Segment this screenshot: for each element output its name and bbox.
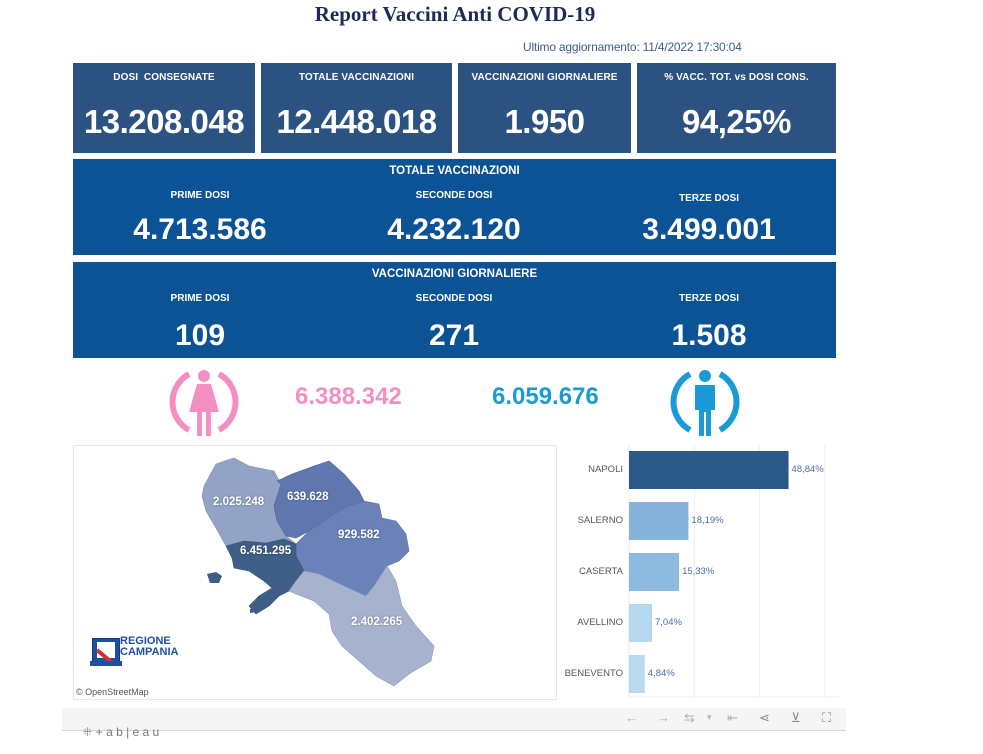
bar-value-label: 48,84% bbox=[791, 464, 824, 475]
col-prime-dosi: PRIME DOSI 109 bbox=[73, 262, 327, 353]
tableau-mark-icon: ⁜ bbox=[82, 725, 96, 739]
download-icon[interactable]: ⊻ bbox=[791, 710, 801, 725]
kpi-value: 12.448.018 bbox=[276, 103, 437, 140]
bar-caserta[interactable] bbox=[629, 553, 680, 591]
category-label: SALERNO bbox=[577, 515, 623, 526]
panel-totale-vaccinazioni: TOTALE VACCINAZIONI PRIME DOSI 4.713.586… bbox=[73, 159, 836, 255]
kpi-label: TOTALE VACCINAZIONI bbox=[298, 72, 415, 83]
bar-napoli[interactable] bbox=[629, 451, 789, 489]
map-value-salerno: 2.402.265 bbox=[351, 616, 403, 628]
category-label: AVELLINO bbox=[577, 617, 623, 628]
kpi-label: % VACC. TOT. vs DOSI CONS. bbox=[664, 72, 809, 83]
reset-icon[interactable]: ⇤ bbox=[727, 710, 738, 725]
province-bar-chart: NAPOLI 48,84% SALERNO 18,19% CASERTA 15,33% AV… bbox=[560, 445, 840, 698]
map-value-caserta: 2.025.248 bbox=[213, 496, 265, 508]
last-updated: Ultimo aggiornamento: 11/4/2022 17:30:04 bbox=[523, 40, 742, 54]
category-label: NAPOLI bbox=[588, 464, 623, 475]
col-seconde-dosi: SECONDE DOSI 271 bbox=[327, 262, 581, 353]
category-label: BENEVENTO bbox=[564, 668, 623, 679]
kpi-percent-vacc: % VACC. TOT. vs DOSI CONS. 94,25% bbox=[637, 63, 836, 153]
bar-salerno[interactable] bbox=[629, 502, 689, 540]
col-value: 3.499.001 bbox=[642, 213, 776, 246]
bar-value-label: 18,19% bbox=[691, 515, 724, 526]
col-terze-dosi: TERZE DOSI 3.499.001 bbox=[582, 159, 836, 247]
bar-value-label: 15,33% bbox=[682, 566, 715, 577]
panel-title: TOTALE VACCINAZIONI bbox=[389, 165, 520, 177]
undo-icon[interactable]: ← bbox=[625, 710, 638, 725]
female-count: 6.388.342 bbox=[295, 383, 402, 410]
osm-attribution[interactable]: © OpenStreetMap bbox=[76, 687, 149, 697]
col-prime-dosi: PRIME DOSI 4.713.586 bbox=[73, 159, 327, 247]
kpi-value: 13.208.048 bbox=[83, 103, 245, 140]
bar-value-label: 7,04% bbox=[654, 617, 682, 628]
col-value: 1.508 bbox=[671, 319, 747, 352]
page-title: Report Vaccini Anti COVID-19 bbox=[314, 2, 596, 26]
dropdown-icon[interactable]: ▾ bbox=[707, 712, 712, 722]
tableau-logo[interactable]: ⁜ + a b | e a u bbox=[69, 711, 159, 753]
kpi-value: 1.950 bbox=[504, 103, 585, 140]
male-icon bbox=[668, 366, 742, 438]
map-value-napoli: 6.451.295 bbox=[240, 545, 292, 557]
panel-title: VACCINAZIONI GIORNALIERE bbox=[371, 268, 538, 280]
tableau-brand: + a b | e a u bbox=[95, 725, 160, 739]
bar-benevento[interactable] bbox=[629, 655, 645, 693]
col-label: PRIME DOSI bbox=[170, 293, 230, 304]
bar-value-label: 4,84% bbox=[647, 668, 675, 679]
col-value: 271 bbox=[428, 319, 480, 352]
revert-icon[interactable]: ⇆ bbox=[684, 710, 695, 725]
col-label: TERZE DOSI bbox=[678, 293, 739, 304]
kpi-dosi-consegnate: DOSI CONSEGNATE 13.208.048 bbox=[73, 63, 255, 153]
col-label: SECONDE DOSI bbox=[415, 190, 493, 201]
bar-avellino[interactable] bbox=[629, 604, 652, 642]
male-count: 6.059.676 bbox=[492, 383, 599, 410]
kpi-value: 94,25% bbox=[682, 103, 791, 140]
category-label: CASERTA bbox=[579, 566, 623, 577]
col-label: PRIME DOSI bbox=[170, 190, 230, 201]
fullscreen-icon[interactable]: ⛶ bbox=[822, 710, 832, 725]
map-region-napoli bbox=[225, 538, 305, 615]
map-value-avellino: 929.582 bbox=[338, 529, 380, 541]
logo-line-1: REGIONE bbox=[120, 635, 171, 647]
map-value-benevento: 639.628 bbox=[287, 491, 329, 503]
female-icon bbox=[167, 366, 241, 438]
redo-icon[interactable]: → bbox=[657, 710, 670, 725]
col-seconde-dosi: SECONDE DOSI 4.232.120 bbox=[327, 159, 581, 247]
col-value: 4.713.586 bbox=[133, 213, 267, 246]
col-label: TERZE DOSI bbox=[678, 193, 739, 204]
col-label: SECONDE DOSI bbox=[415, 293, 493, 304]
share-icon[interactable]: ⋖ bbox=[759, 710, 770, 725]
panel-vaccinazioni-giornaliere: VACCINAZIONI GIORNALIERE PRIME DOSI 109 … bbox=[73, 262, 836, 358]
col-value: 109 bbox=[174, 319, 226, 352]
regione-campania-logo: REGIONE CAMPANIA bbox=[90, 636, 185, 670]
tableau-toolbar: ⁜ + a b | e a u ← → ⇆ ▾ ⇤ ⋖ ⊻ ⛶ bbox=[62, 708, 846, 739]
map-region-salerno bbox=[288, 565, 435, 687]
kpi-label: VACCINAZIONI GIORNALIERE bbox=[471, 72, 618, 83]
col-value: 4.232.120 bbox=[387, 213, 521, 246]
kpi-label: DOSI CONSEGNATE bbox=[113, 72, 215, 83]
kpi-vaccinazioni-giornaliere: VACCINAZIONI GIORNALIERE 1.950 bbox=[458, 63, 631, 153]
col-terze-dosi: TERZE DOSI 1.508 bbox=[582, 262, 836, 353]
logo-line-2: CAMPANIA bbox=[120, 646, 179, 658]
campania-map[interactable]: 2.025.248 639.628 929.582 6.451.295 2.40… bbox=[73, 445, 557, 700]
kpi-totale-vaccinazioni: TOTALE VACCINAZIONI 12.448.018 bbox=[261, 63, 452, 153]
